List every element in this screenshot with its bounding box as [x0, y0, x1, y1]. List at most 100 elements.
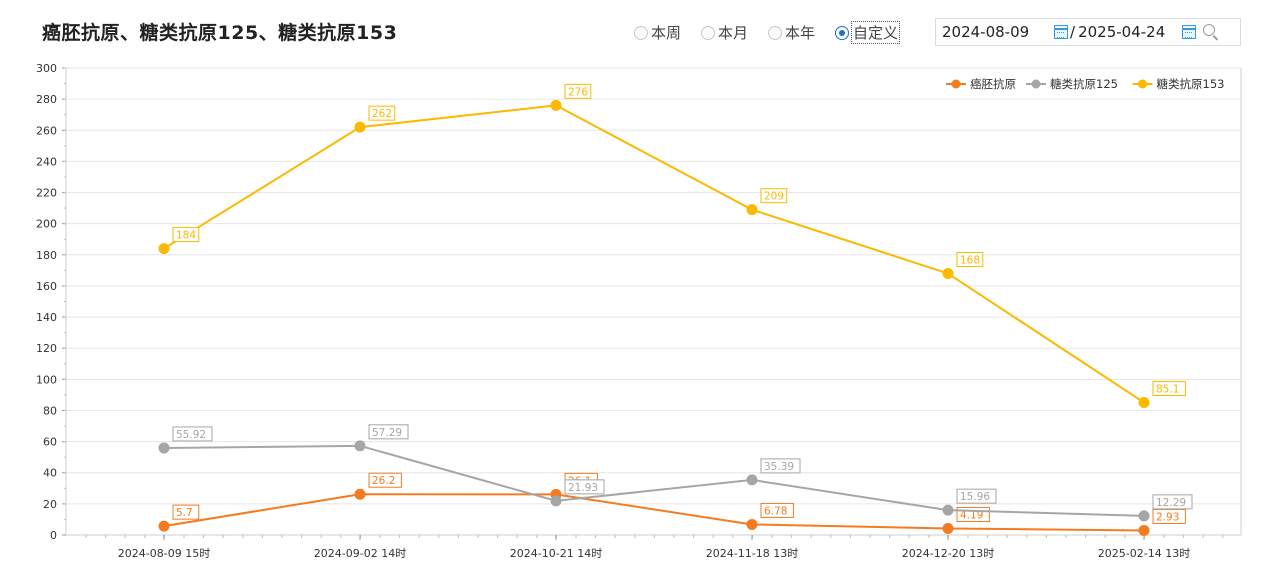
- range-selector: 本周 本月 本年 自定义: [634, 21, 919, 44]
- data-label: 209: [764, 191, 784, 203]
- data-point[interactable]: [1138, 397, 1150, 409]
- radio-icon[interactable]: [634, 25, 648, 40]
- data-label: 5.7: [176, 507, 193, 519]
- data-label-box: [564, 479, 605, 495]
- data-label: 6.78: [764, 505, 787, 517]
- data-label-box: [956, 251, 984, 267]
- data-label-box: [956, 488, 997, 504]
- data-label-box: [368, 472, 402, 488]
- x-tick-label: 2024-11-18 13时: [706, 547, 798, 560]
- data-label-box: [760, 458, 801, 474]
- data-label-box: [1152, 381, 1186, 397]
- y-tick-label: 100: [36, 373, 57, 386]
- data-label-box: [760, 502, 794, 518]
- data-point[interactable]: [942, 522, 954, 534]
- data-label-box: [368, 424, 409, 440]
- data-label: 262: [372, 108, 392, 120]
- range-option-label: 本周: [651, 24, 682, 42]
- data-label: 2.93: [1156, 511, 1179, 523]
- data-label-box: [368, 105, 396, 121]
- data-point[interactable]: [550, 495, 562, 507]
- data-label: 21.93: [568, 482, 598, 494]
- range-option-custom[interactable]: 自定义: [835, 21, 901, 44]
- range-option-week[interactable]: 本周: [634, 22, 681, 43]
- data-point[interactable]: [354, 488, 366, 500]
- x-tick-label: 2024-08-09 15时: [118, 547, 210, 560]
- radio-icon[interactable]: [701, 25, 716, 40]
- y-tick-label: 300: [36, 62, 57, 75]
- range-option-month[interactable]: 本月: [701, 22, 748, 43]
- series-line-2: [163, 104, 1145, 404]
- x-tick-label: 2024-12-20 13时: [902, 547, 994, 560]
- y-tick-label: 140: [36, 311, 57, 324]
- y-tick-label: 280: [36, 93, 57, 106]
- legend-marker: [951, 79, 961, 89]
- y-tick-label: 180: [36, 249, 57, 262]
- search-icon[interactable]: [1202, 23, 1220, 41]
- data-label: 276: [568, 86, 588, 98]
- legend-label: 癌胚抗原: [970, 77, 1016, 91]
- series-line-1: [163, 444, 1145, 517]
- legend-label: 糖类抗原153: [1157, 77, 1225, 91]
- data-label-box: [1152, 508, 1186, 524]
- x-tick-label: 2024-10-21 14时: [510, 547, 602, 560]
- data-label: 12.29: [1156, 497, 1186, 509]
- date-separator: /: [1070, 23, 1076, 41]
- data-label: 15.96: [960, 491, 990, 503]
- data-point[interactable]: [158, 442, 170, 454]
- data-point[interactable]: [1138, 510, 1150, 522]
- radio-checked-icon[interactable]: [835, 25, 850, 40]
- y-tick-label: 260: [36, 124, 57, 137]
- data-label-box: [172, 504, 200, 520]
- y-tick-label: 40: [43, 467, 57, 480]
- data-point[interactable]: [158, 520, 170, 532]
- data-point[interactable]: [746, 474, 758, 486]
- data-point[interactable]: [746, 518, 758, 530]
- data-point[interactable]: [942, 504, 954, 516]
- date-range-field[interactable]: 2024-08-09 / 2025-04-24: [935, 18, 1241, 46]
- legend-label: 糖类抗原125: [1050, 77, 1118, 91]
- data-label-box: [172, 426, 213, 442]
- y-tick-label: 60: [43, 436, 57, 449]
- range-option-label: 本年: [785, 24, 816, 42]
- y-tick-label: 200: [36, 218, 57, 231]
- chart-header: 癌胚抗原、糖类抗原125、糖类抗原153 本周 本月 本年 自定义 2024-0…: [0, 0, 1267, 60]
- plot-frame: [65, 67, 1242, 536]
- data-label-box: [172, 227, 200, 243]
- start-date-input[interactable]: 2024-08-09: [942, 23, 1030, 41]
- y-tick-label: 80: [43, 404, 57, 417]
- data-label: 184: [176, 230, 196, 242]
- y-tick-label: 20: [43, 498, 57, 511]
- calendar-icon[interactable]: [1182, 25, 1197, 39]
- y-tick-label: 240: [36, 155, 57, 168]
- data-point[interactable]: [942, 267, 954, 279]
- data-point[interactable]: [354, 440, 366, 452]
- legend-marker: [1031, 79, 1041, 89]
- series-line-0: [163, 493, 1145, 532]
- radio-icon[interactable]: [768, 25, 783, 40]
- end-date-input[interactable]: 2025-04-24: [1078, 23, 1166, 41]
- legend-marker: [1138, 79, 1147, 89]
- data-label: 35.39: [764, 461, 794, 473]
- data-label: 55.92: [176, 429, 206, 441]
- data-point[interactable]: [550, 99, 562, 111]
- range-option-label: 本月: [718, 24, 749, 42]
- y-tick-label: 120: [36, 342, 57, 355]
- data-point[interactable]: [158, 243, 170, 255]
- data-label: 168: [960, 254, 980, 266]
- data-label-box: [1152, 494, 1193, 510]
- data-label: 4.19: [960, 509, 983, 521]
- data-point[interactable]: [746, 204, 758, 216]
- data-point[interactable]: [354, 121, 366, 133]
- data-label: 26.2: [372, 475, 395, 487]
- x-tick-label: 2024-09-02 14时: [314, 547, 406, 560]
- x-tick-label: 2025-02-14 13时: [1098, 547, 1190, 560]
- y-tick-label: 220: [36, 187, 57, 200]
- calendar-icon[interactable]: [1054, 25, 1068, 39]
- data-point[interactable]: [1138, 524, 1150, 536]
- data-label-box: [760, 188, 788, 204]
- range-option-year[interactable]: 本年: [768, 22, 815, 43]
- line-chart: 0 20 40 60 80 100 120 140 160 180 200 220 240 260 280 3…: [36, 62, 1242, 560]
- range-option-label: 自定义: [851, 21, 901, 44]
- data-label: 85.1: [1156, 384, 1179, 396]
